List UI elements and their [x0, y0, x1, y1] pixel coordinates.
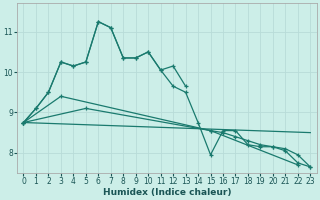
X-axis label: Humidex (Indice chaleur): Humidex (Indice chaleur)	[103, 188, 231, 197]
